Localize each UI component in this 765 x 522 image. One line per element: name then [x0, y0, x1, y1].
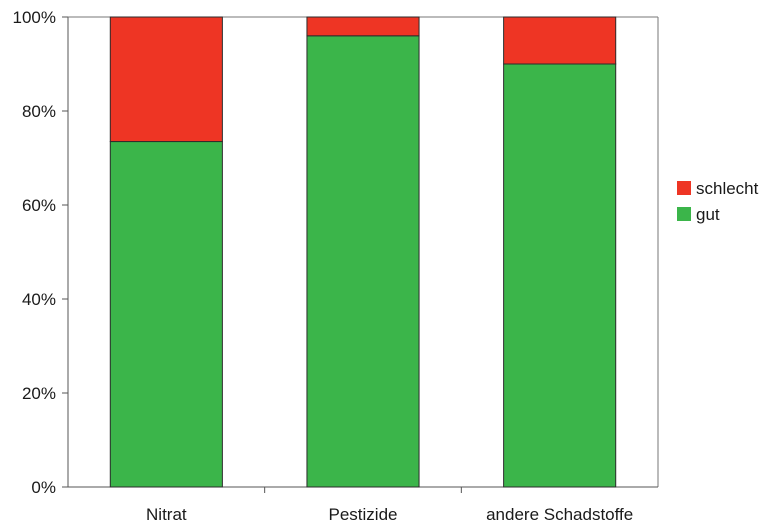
legend-swatch-gut — [677, 207, 691, 221]
legend-label-schlecht: schlecht — [696, 179, 759, 198]
bar-segment-schlecht — [109, 16, 223, 143]
bar-segment-schlecht — [306, 16, 420, 37]
bar-segment-gut — [503, 63, 617, 488]
bar-segment-schlecht — [503, 16, 617, 65]
legend-label-gut: gut — [696, 205, 720, 224]
y-tick-label: 100% — [13, 8, 56, 27]
y-tick-label: 80% — [22, 102, 56, 121]
x-category-label: andere Schadstoffe — [486, 505, 633, 522]
x-category-label: Nitrat — [146, 505, 187, 522]
legend-swatch-schlecht — [677, 181, 691, 195]
x-axis-categories: Nitrat Pestizide andere Schadstoffe — [146, 487, 633, 522]
legend: schlecht gut — [677, 179, 759, 224]
bar-segment-gut — [109, 141, 223, 488]
x-category-label: Pestizide — [329, 505, 398, 522]
bars — [109, 16, 617, 488]
y-tick-label: 20% — [22, 384, 56, 403]
y-tick-label: 40% — [22, 290, 56, 309]
bar-segment-gut — [306, 35, 420, 488]
y-axis-ticks: 0% 20% 40% 60% 80% 100% — [13, 8, 68, 497]
y-tick-label: 0% — [31, 478, 56, 497]
y-tick-label: 60% — [22, 196, 56, 215]
